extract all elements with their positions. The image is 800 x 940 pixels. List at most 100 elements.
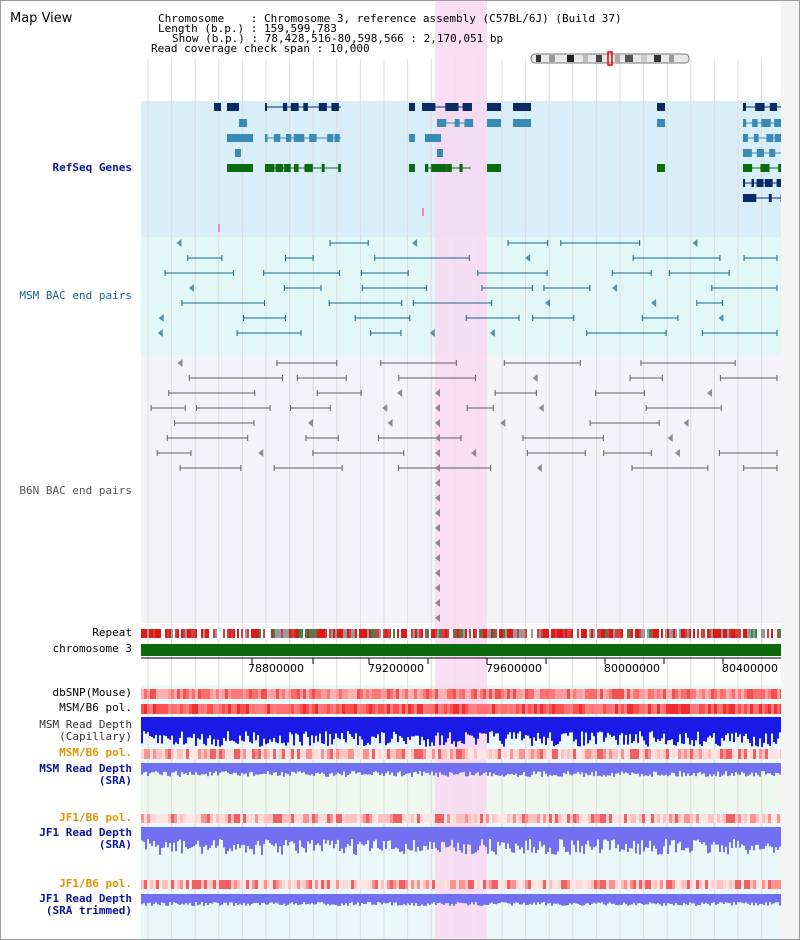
jf1-sra-depth-bar xyxy=(415,827,417,852)
ideogram-band xyxy=(641,55,647,62)
jf1-sra-depth-bar xyxy=(629,827,631,849)
msm-sra-depth-bar xyxy=(151,763,153,773)
msm-sra-depth-bar xyxy=(763,763,765,772)
jf1-sra-trimmed-depth-bar xyxy=(651,894,653,904)
jf1-b6-pol-strip xyxy=(183,814,186,823)
msm-b6-pol-2-strip xyxy=(489,749,492,759)
msm-capillary-depth-bar xyxy=(727,717,729,734)
msm-capillary-depth-bar xyxy=(775,717,777,744)
repeat-mark xyxy=(281,629,283,638)
jf1-sra-trimmed-depth-bar xyxy=(443,894,445,905)
dbsnp-strip xyxy=(303,689,306,699)
msm-sra-depth-bar xyxy=(613,763,615,777)
jf1-sra-trimmed-depth-bar xyxy=(635,894,637,906)
jf1-b6-pol-2-strip xyxy=(417,880,420,889)
msm-b6-pol-2-strip xyxy=(717,749,720,759)
jf1-sra-trimmed-depth-bar xyxy=(767,894,769,906)
repeat-mark xyxy=(147,629,149,638)
dbsnp-strip xyxy=(363,689,366,699)
msm-sra-depth-bar xyxy=(261,763,263,775)
track-label-b6n-bac[interactable]: B6N BAC end pairs xyxy=(19,484,132,497)
gene-exon xyxy=(430,103,436,111)
msm-capillary-depth-bar xyxy=(173,717,175,745)
b6n-bac-arrow xyxy=(435,539,440,547)
dbsnp-strip xyxy=(681,689,684,699)
msm-sra-depth-bar xyxy=(311,763,313,775)
msm-capillary-depth-bar xyxy=(673,717,675,745)
jf1-sra-depth-bar xyxy=(325,827,327,844)
jf1-sra-trimmed-depth-bar xyxy=(437,894,439,903)
repeat-mark xyxy=(775,629,777,638)
jf1-sra-depth-bar xyxy=(403,827,405,855)
msm-b6-pol-strip xyxy=(675,704,678,714)
jf1-b6-pol-strip xyxy=(297,814,300,823)
jf1-sra-trimmed-depth-bar xyxy=(473,894,475,905)
msm-capillary-depth-bar xyxy=(277,717,279,744)
jf1-b6-pol-strip xyxy=(273,814,276,823)
msm-b6-pol-2-strip xyxy=(615,749,618,759)
msm-sra-depth-bar xyxy=(425,763,427,774)
msm-sra-depth-bar xyxy=(635,763,637,774)
msm-b6-pol-2-strip xyxy=(300,749,303,759)
jf1-sra-trimmed-depth-bar xyxy=(289,894,291,904)
jf1-b6-pol-strip xyxy=(723,814,726,823)
msm-b6-pol-2-strip xyxy=(486,749,489,759)
gene-exon xyxy=(774,134,784,142)
gene-exon xyxy=(445,103,453,111)
jf1-sra-trimmed-depth-bar xyxy=(711,894,713,903)
jf1-sra-depth-bar xyxy=(247,827,249,847)
jf1-b6-pol-2-strip xyxy=(633,880,636,889)
msm-sra-depth-bar xyxy=(545,763,547,774)
jf1-b6-pol-strip xyxy=(483,814,486,823)
repeat-mark xyxy=(683,629,685,638)
jf1-sra-depth-bar xyxy=(643,827,645,852)
jf1-sra-trimmed-depth-bar xyxy=(499,894,501,903)
jf1-b6-pol-2-strip xyxy=(687,880,690,889)
msm-b6-pol-strip xyxy=(339,704,342,714)
msm-sra-depth-bar xyxy=(569,763,571,775)
msm-b6-pol-strip xyxy=(642,704,645,714)
msm-sra-depth-bar xyxy=(553,763,555,776)
jf1-b6-pol-strip xyxy=(420,814,423,823)
dbsnp-strip xyxy=(726,689,729,699)
jf1-sra-trimmed-depth-bar xyxy=(563,894,565,906)
msm-capillary-depth-bar xyxy=(501,717,503,744)
jf1-sra-trimmed-depth-bar xyxy=(213,894,215,903)
msm-b6-pol-strip xyxy=(264,704,267,714)
msm-b6-pol-strip xyxy=(207,704,210,714)
msm-b6-pol-strip xyxy=(660,704,663,714)
repeat-mark xyxy=(763,629,765,638)
msm-sra-depth-bar xyxy=(257,763,259,775)
jf1-sra-trimmed-depth-bar xyxy=(639,894,641,904)
jf1-sra-trimmed-depth-bar xyxy=(337,894,339,906)
jf1-sra-trimmed-depth-bar xyxy=(401,894,403,906)
msm-sra-depth-bar xyxy=(495,763,497,775)
repeat-mark xyxy=(361,629,363,638)
gene-exon xyxy=(265,134,268,142)
msm-sra-depth-bar xyxy=(463,763,465,773)
jf1-sra-trimmed-depth-bar xyxy=(303,894,305,903)
msm-sra-depth-bar xyxy=(213,763,215,773)
jf1-sra-trimmed-depth-bar xyxy=(575,894,577,904)
jf1-sra-trimmed-depth-bar xyxy=(475,894,477,903)
jf1-b6-pol-2-strip xyxy=(690,880,693,889)
repeat-mark xyxy=(263,629,265,638)
jf1-b6-pol-2-strip xyxy=(642,880,645,889)
repeat-mark xyxy=(659,629,661,638)
msm-b6-pol-2-strip xyxy=(663,749,666,759)
dbsnp-strip xyxy=(201,689,204,699)
msm-b6-pol-strip xyxy=(561,704,564,714)
repeat-mark xyxy=(687,629,689,638)
msm-sra-depth-bar xyxy=(175,763,177,772)
jf1-b6-pol-strip xyxy=(486,814,489,823)
track-label-refseq[interactable]: RefSeq Genes xyxy=(52,161,132,174)
repeat-mark xyxy=(721,629,723,638)
jf1-sra-trimmed-depth-bar xyxy=(229,894,231,903)
msm-sra-depth-bar xyxy=(313,763,315,776)
jf1-sra-depth-bar xyxy=(579,827,581,853)
msm-sra-depth-bar xyxy=(573,763,575,774)
track-label-msm-bac[interactable]: MSM BAC end pairs xyxy=(19,289,132,302)
jf1-sra-depth-bar xyxy=(733,827,735,840)
jf1-sra-depth-bar xyxy=(375,827,377,840)
